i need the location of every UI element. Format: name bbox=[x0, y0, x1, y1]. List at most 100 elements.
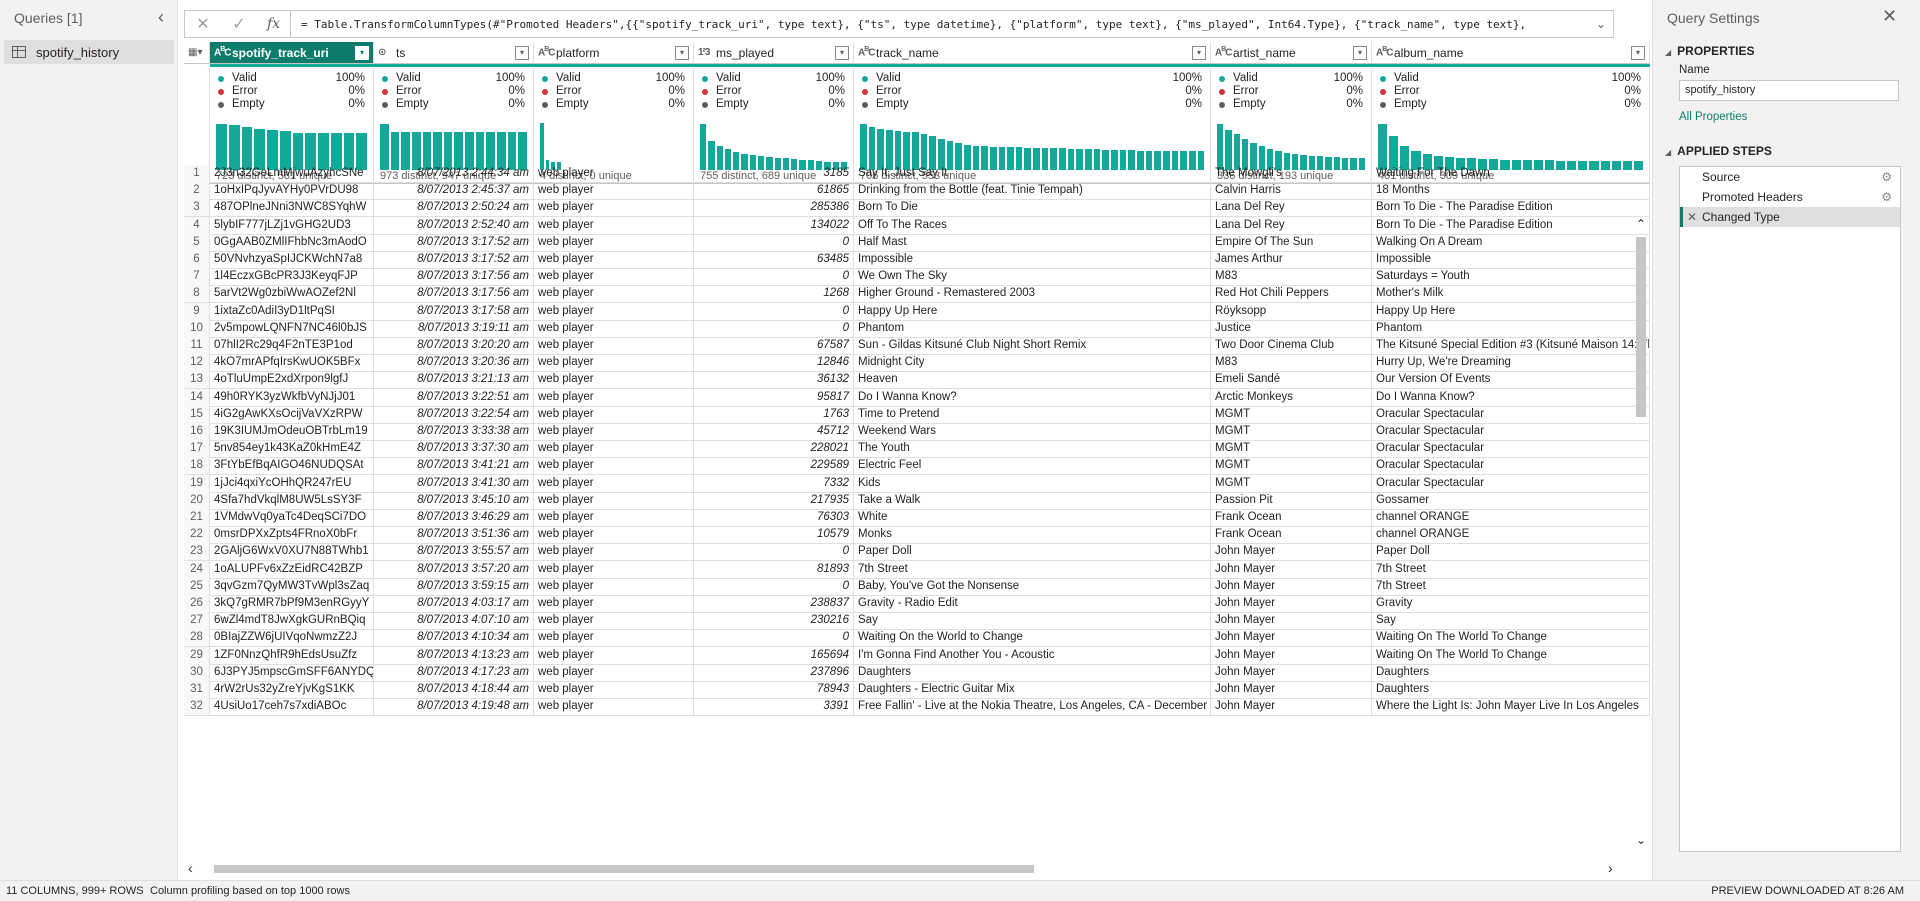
table-cell[interactable]: 1oHxIPqJyvAYHy0PVrDU98 bbox=[210, 182, 374, 201]
table-cell[interactable]: 6wZl4mdT8JwXgkGURnBQiq bbox=[210, 612, 374, 631]
table-cell[interactable]: 0 bbox=[694, 268, 854, 287]
table-cell[interactable]: The Youth bbox=[854, 440, 1211, 459]
table-row[interactable]: 24 1oALUPFv6xZzEidRC42BZP 8/07/2013 3:57:2… bbox=[184, 560, 1650, 582]
row-number[interactable]: 8 bbox=[184, 285, 210, 304]
row-number[interactable]: 12 bbox=[184, 354, 210, 373]
table-cell[interactable]: web player bbox=[534, 319, 694, 338]
table-cell[interactable]: web player bbox=[534, 354, 694, 373]
histogram-bar[interactable] bbox=[815, 161, 823, 170]
applied-step-changed-type[interactable]: ✕ Changed Type bbox=[1680, 207, 1900, 227]
gear-icon[interactable]: ⚙ bbox=[1881, 190, 1892, 204]
histogram-bar[interactable] bbox=[292, 132, 304, 170]
table-cell[interactable]: The Mowgli's bbox=[1211, 165, 1372, 183]
histogram-bar[interactable] bbox=[433, 131, 442, 170]
histogram-bar[interactable] bbox=[1033, 147, 1040, 170]
histogram-bar[interactable] bbox=[401, 131, 410, 170]
table-cell[interactable]: channel ORANGE bbox=[1372, 509, 1650, 527]
histogram-bar[interactable] bbox=[733, 151, 740, 170]
table-cell[interactable]: 4iG2gAwKXsOcijVaVXzRPW bbox=[210, 405, 374, 424]
table-cell[interactable]: 76303 bbox=[694, 509, 854, 527]
table-cell[interactable]: John Mayer bbox=[1211, 646, 1372, 665]
horizontal-scroll-thumb[interactable] bbox=[214, 865, 1034, 873]
all-properties-link[interactable]: All Properties bbox=[1679, 111, 1748, 123]
table-cell[interactable]: 229589 bbox=[694, 457, 854, 476]
table-cell[interactable]: Passion Pit bbox=[1211, 491, 1372, 510]
table-cell[interactable]: 36132 bbox=[694, 371, 854, 390]
table-cell[interactable]: Gravity bbox=[1372, 595, 1650, 613]
table-cell[interactable]: 10579 bbox=[694, 526, 854, 545]
table-cell[interactable]: web player bbox=[534, 337, 694, 355]
table-cell[interactable]: web player bbox=[534, 233, 694, 252]
commit-formula-icon[interactable]: ✓ bbox=[232, 16, 246, 33]
histogram-bar[interactable] bbox=[1341, 157, 1349, 170]
histogram-bar[interactable] bbox=[228, 124, 240, 170]
table-cell[interactable]: Waiting On the World to Change bbox=[854, 629, 1211, 648]
row-number[interactable]: 29 bbox=[184, 646, 210, 665]
table-cell[interactable]: 8/07/2013 4:13:23 am bbox=[374, 646, 534, 665]
table-cell[interactable]: web player bbox=[534, 509, 694, 527]
histogram-bar[interactable] bbox=[465, 131, 474, 170]
table-cell[interactable]: Baby, You've Got the Nonsense bbox=[854, 577, 1211, 596]
table-cell[interactable]: 8/07/2013 4:19:48 am bbox=[374, 698, 534, 717]
table-row[interactable]: 13 4oTluUmpE2xdXrpon9lgfJ 8/07/2013 3:21:1… bbox=[184, 371, 1650, 392]
table-cell[interactable]: Paper Doll bbox=[854, 543, 1211, 562]
histogram-bar[interactable] bbox=[1076, 148, 1084, 170]
query-name-input[interactable]: spotify_history bbox=[1679, 80, 1899, 101]
table-cell[interactable]: 237896 bbox=[694, 663, 854, 682]
table-cell[interactable]: 3FtYbEfBqAIGO46NUDQSAt bbox=[210, 457, 374, 476]
table-cell[interactable]: Emeli Sandé bbox=[1211, 371, 1372, 390]
table-cell[interactable]: Do I Wanna Know? bbox=[854, 388, 1211, 407]
table-cell[interactable]: 8/07/2013 3:57:20 am bbox=[374, 560, 534, 579]
histogram-bar[interactable] bbox=[1128, 149, 1135, 170]
histogram-bar[interactable] bbox=[766, 156, 773, 170]
histogram-bar[interactable] bbox=[1250, 143, 1257, 170]
histogram-bar[interactable] bbox=[700, 123, 707, 170]
table-cell[interactable]: MGMT bbox=[1211, 423, 1372, 441]
table-cell[interactable]: 1ZF0NnzQhfR9hEdsUsuZfz bbox=[210, 646, 374, 665]
histogram-bar[interactable] bbox=[868, 126, 876, 170]
table-cell[interactable]: 45712 bbox=[694, 423, 854, 441]
type-icon[interactable]: ABC bbox=[858, 46, 876, 59]
table-cell[interactable]: 67587 bbox=[694, 337, 854, 355]
table-cell[interactable]: 0 bbox=[694, 233, 854, 252]
table-cell[interactable]: Where the Light Is: John Mayer Live In L… bbox=[1372, 698, 1650, 717]
table-cell[interactable]: web player bbox=[534, 698, 694, 717]
histogram-bar[interactable] bbox=[1119, 149, 1127, 170]
histogram-bar[interactable] bbox=[1467, 158, 1477, 170]
table-cell[interactable]: 8/07/2013 3:51:36 am bbox=[374, 526, 534, 545]
histogram-bar[interactable] bbox=[557, 162, 561, 170]
table-row[interactable]: 6 50VNvhzyaSpIJCKWchN7a8 8/07/2013 3:17:52… bbox=[184, 251, 1650, 272]
table-cell[interactable]: 8/07/2013 4:10:34 am bbox=[374, 629, 534, 648]
row-number[interactable]: 31 bbox=[184, 681, 210, 699]
table-cell[interactable]: 8/07/2013 4:18:44 am bbox=[374, 681, 534, 699]
histogram-bar[interactable] bbox=[1217, 123, 1224, 170]
applied-steps-section[interactable]: ◢ APPLIED STEPS bbox=[1665, 144, 1772, 158]
table-cell[interactable]: web player bbox=[534, 560, 694, 579]
histogram-bar[interactable] bbox=[1241, 139, 1249, 170]
table-cell[interactable]: John Mayer bbox=[1211, 629, 1372, 648]
histogram-bar[interactable] bbox=[1489, 159, 1499, 170]
row-number[interactable]: 22 bbox=[184, 526, 210, 545]
table-cell[interactable]: Arctic Monkeys bbox=[1211, 388, 1372, 407]
histogram-bar[interactable] bbox=[1111, 149, 1118, 170]
row-number[interactable]: 26 bbox=[184, 595, 210, 613]
applied-step-source[interactable]: Source ⚙ bbox=[1680, 167, 1900, 187]
histogram-bar[interactable] bbox=[1433, 155, 1443, 170]
table-cell[interactable]: Walking On A Dream bbox=[1372, 233, 1650, 252]
table-cell[interactable]: M83 bbox=[1211, 268, 1372, 287]
histogram-bar[interactable] bbox=[507, 131, 517, 170]
table-cell[interactable]: 8/07/2013 3:45:10 am bbox=[374, 491, 534, 510]
table-row[interactable]: 27 6wZl4mdT8JwXgkGURnBQiq 8/07/2013 4:07:1… bbox=[184, 612, 1650, 633]
table-cell[interactable]: 1jJci4qxiYcOHhQR247rEU bbox=[210, 474, 374, 493]
delete-step-icon[interactable]: ✕ bbox=[1687, 210, 1698, 224]
table-cell[interactable]: 8/07/2013 3:22:51 am bbox=[374, 388, 534, 407]
type-icon[interactable]: ABC bbox=[538, 46, 556, 59]
table-cell[interactable]: 8/07/2013 3:20:20 am bbox=[374, 337, 534, 355]
table-cell[interactable]: Do I Wanna Know? bbox=[1372, 388, 1650, 407]
filter-dropdown-icon[interactable]: ▾ bbox=[675, 45, 689, 60]
histogram-bar[interactable] bbox=[1544, 160, 1554, 170]
histogram-bar[interactable] bbox=[920, 133, 928, 170]
table-cell[interactable]: 4Sfa7hdVkqlM8UW5LsSY3F bbox=[210, 491, 374, 510]
table-cell[interactable]: 8/07/2013 3:41:30 am bbox=[374, 474, 534, 493]
table-cell[interactable]: 8/07/2013 3:22:54 am bbox=[374, 405, 534, 424]
